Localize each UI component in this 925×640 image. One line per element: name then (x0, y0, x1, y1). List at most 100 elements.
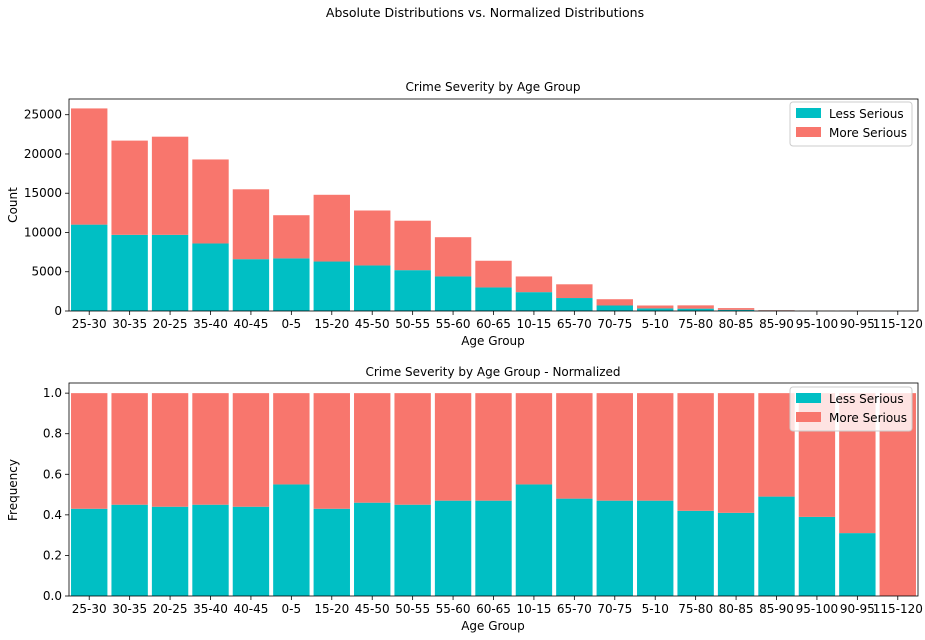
y-tick-label: 10000 (24, 225, 62, 239)
bar-more-serious-15-20 (313, 194, 350, 262)
chart-title: Crime Severity by Age Group (406, 80, 581, 94)
legend-swatch-more-serious (796, 412, 821, 422)
y-tick-label: 0.8 (43, 427, 62, 441)
x-tick-label: 35-40 (193, 317, 228, 331)
y-axis-label: Frequency (6, 459, 20, 521)
bar-less-serious-30-35 (111, 234, 148, 311)
bar-more-serious-40-45 (232, 189, 270, 260)
bar-less-serious-35-40 (192, 243, 229, 311)
x-tick-label: 65-70 (557, 602, 592, 616)
bar-more-serious-80-85 (717, 393, 755, 513)
bar-less-serious-75-80 (677, 308, 714, 311)
bar-more-serious-25-30 (71, 108, 108, 225)
bar-more-serious-80-85 (717, 308, 755, 310)
x-tick-label: 50-55 (395, 602, 430, 616)
bar-less-serious-10-15 (515, 292, 553, 311)
x-tick-label: 15-20 (314, 317, 349, 331)
x-axis-ticks: 25-30 30-35 20-25 35-40 40-45 0-5 15-20 45-50 50… (72, 596, 923, 616)
x-tick-label: 50-55 (395, 317, 430, 331)
bar-more-serious-35-40 (192, 393, 229, 505)
bar-less-serious-15-20 (313, 508, 350, 596)
bar-more-serious-45-50 (354, 393, 391, 503)
bar-less-serious-10-15 (515, 484, 553, 596)
bar-more-serious-75-80 (677, 305, 714, 309)
x-tick-label: 10-15 (516, 317, 551, 331)
bar-less-serious-65-70 (556, 498, 593, 596)
plot-frame (68, 382, 919, 597)
bar-more-serious-0-5 (273, 215, 310, 259)
x-tick-label: 90-95 (840, 602, 875, 616)
bar-more-serious-75-80 (677, 393, 714, 511)
x-tick-label: 55-60 (436, 317, 471, 331)
bar-less-serious-80-85 (717, 512, 755, 596)
legend-swatch-less-serious (796, 393, 821, 403)
bar-more-serious-85-90 (758, 393, 795, 497)
x-tick-label: 25-30 (72, 317, 107, 331)
y-tick-label: 0 (54, 304, 62, 318)
bar-less-serious-50-55 (394, 270, 431, 311)
x-tick-label: 35-40 (193, 602, 228, 616)
legend-label-more-serious: More Serious (829, 411, 907, 425)
bar-less-serious-65-70 (556, 298, 593, 311)
y-tick-label: 0.0 (43, 589, 62, 603)
y-tick-label: 15000 (24, 186, 62, 200)
x-tick-label: 80-85 (719, 602, 754, 616)
bar-more-serious-20-25 (151, 136, 189, 235)
bar-less-serious-25-30 (71, 224, 108, 311)
x-tick-label: 85-90 (759, 602, 794, 616)
plot-frame (68, 98, 919, 312)
y-tick-label: 5000 (31, 265, 62, 279)
x-tick-label: 0-5 (282, 317, 302, 331)
bar-more-serious-60-65 (475, 260, 512, 288)
x-tick-label: 10-15 (516, 602, 551, 616)
bar-less-serious-0-5 (273, 258, 310, 311)
y-tick-label: 25000 (24, 108, 62, 122)
y-tick-label: 20000 (24, 147, 62, 161)
bar-less-serious-60-65 (475, 500, 512, 596)
x-tick-label: 45-50 (355, 317, 390, 331)
bar-more-serious-5-10 (637, 305, 674, 309)
bar-less-serious-30-35 (111, 504, 148, 596)
x-tick-label: 85-90 (759, 317, 794, 331)
bar-more-serious-60-65 (475, 393, 512, 501)
bar-less-serious-0-5 (273, 484, 310, 596)
legend: Less Serious More Serious (789, 386, 913, 432)
x-tick-label: 95-100 (796, 317, 839, 331)
bar-more-serious-70-75 (596, 393, 633, 501)
bar-less-serious-20-25 (151, 506, 189, 596)
bar-more-serious-55-60 (434, 393, 472, 501)
bar-more-serious-35-40 (192, 159, 229, 244)
absolute-distribution-chart: Crime Severity by Age Group 0 5000 10000 15… (6, 80, 923, 348)
y-tick-label: 0.4 (43, 508, 62, 522)
bars-group (71, 393, 916, 596)
x-tick-label: 115-120 (873, 602, 923, 616)
x-tick-label: 25-30 (72, 602, 107, 616)
x-tick-label: 95-100 (796, 602, 839, 616)
bar-less-serious-45-50 (354, 265, 391, 311)
x-tick-label: 5-10 (642, 602, 669, 616)
x-tick-label: 70-75 (597, 317, 632, 331)
y-axis-ticks: 0 5000 10000 15000 20000 25000 (24, 108, 69, 318)
bar-less-serious-35-40 (192, 504, 229, 596)
bar-less-serious-80-85 (717, 309, 755, 311)
x-tick-label: 20-25 (153, 602, 188, 616)
y-axis-ticks: 0.0 0.2 0.4 0.6 0.8 1.0 (43, 386, 69, 603)
bar-less-serious-70-75 (596, 305, 633, 311)
bar-less-serious-50-55 (394, 504, 431, 596)
x-tick-label: 20-25 (153, 317, 188, 331)
x-tick-label: 115-120 (873, 317, 923, 331)
legend-label-more-serious: More Serious (829, 126, 907, 140)
legend-label-less-serious: Less Serious (829, 392, 904, 406)
bar-more-serious-20-25 (151, 393, 189, 507)
x-tick-label: 15-20 (314, 602, 349, 616)
bar-less-serious-95-100 (798, 516, 836, 596)
y-axis-label: Count (6, 187, 20, 223)
x-tick-label: 30-35 (112, 317, 147, 331)
x-tick-label: 55-60 (436, 602, 471, 616)
legend-label-less-serious: Less Serious (829, 107, 904, 121)
bar-less-serious-60-65 (475, 287, 512, 311)
bar-more-serious-50-55 (394, 393, 431, 505)
bar-more-serious-50-55 (394, 220, 431, 271)
x-tick-label: 75-80 (678, 602, 713, 616)
